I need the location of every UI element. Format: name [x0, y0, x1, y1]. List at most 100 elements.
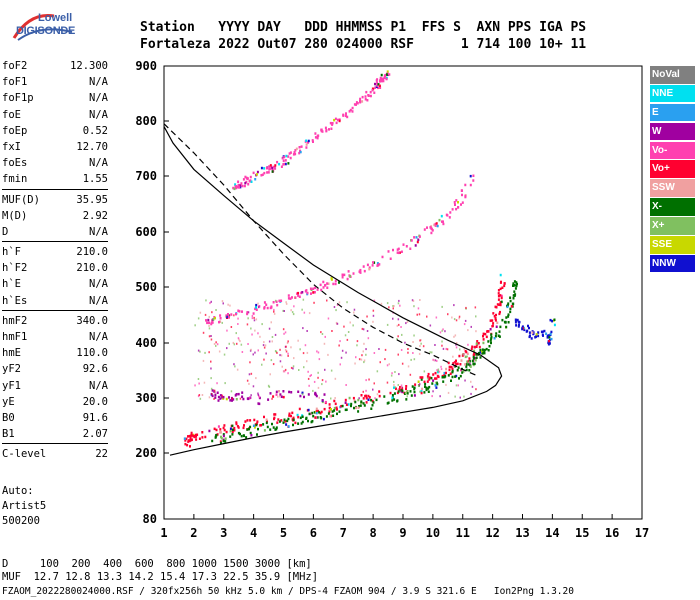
- echo-point: [301, 393, 304, 396]
- echo-point: [321, 130, 324, 133]
- echo-point: [505, 325, 508, 329]
- echo-point: [341, 276, 344, 279]
- echo-point: [530, 337, 533, 340]
- echo-point: [255, 423, 258, 427]
- echo-point: [553, 323, 556, 327]
- echo-point: [284, 159, 287, 162]
- echo-point: [455, 374, 458, 378]
- echo-point: [513, 294, 516, 297]
- echo-point: [414, 383, 417, 386]
- echo-point: [242, 434, 245, 437]
- echo-point: [419, 383, 421, 386]
- echo-point: [263, 415, 265, 419]
- echo-point: [211, 394, 214, 398]
- echo-point: [190, 438, 193, 442]
- echo-point: [232, 398, 235, 401]
- echo-point: [219, 320, 222, 323]
- echo-point: [255, 173, 258, 176]
- echo-point: [325, 129, 328, 132]
- legend-entry: NNE: [650, 84, 695, 103]
- echo-point: [238, 186, 241, 189]
- echo-point: [197, 349, 200, 352]
- echo-point: [197, 317, 200, 320]
- param-name: yF1: [2, 379, 21, 392]
- echo-point: [279, 360, 282, 363]
- echo-point: [306, 291, 309, 295]
- x-tick-label: 1: [160, 526, 167, 540]
- echo-point: [290, 309, 292, 312]
- footer-file-info: FZAOM_2022280024000.RSF / 320fx256h 50 k…: [2, 586, 574, 597]
- echo-point: [491, 324, 494, 328]
- echo-point: [235, 421, 238, 424]
- echo-point: [218, 320, 220, 324]
- echo-point: [330, 278, 333, 281]
- echo-point: [236, 368, 239, 371]
- echo-point: [459, 348, 461, 351]
- echo-point: [254, 329, 256, 332]
- echo-point: [190, 431, 193, 435]
- param-value: N/A: [89, 157, 108, 170]
- echo-point: [329, 415, 332, 418]
- echo-point: [297, 422, 300, 425]
- echo-point: [446, 348, 449, 351]
- echo-point: [482, 341, 485, 345]
- echo-point: [317, 409, 320, 413]
- echo-point: [393, 384, 395, 386]
- param-row: hmF1 N/A: [2, 329, 108, 345]
- echo-point: [378, 348, 380, 350]
- echo-point: [547, 341, 550, 345]
- echo-point: [326, 299, 328, 302]
- echo-point: [263, 306, 266, 309]
- x-tick-label: 5: [280, 526, 287, 540]
- param-row: foF1p N/A: [2, 90, 108, 106]
- echo-point: [282, 395, 285, 399]
- y-tick-label: 500: [135, 280, 157, 294]
- echo-point: [243, 424, 245, 427]
- auto-line: 500200: [2, 515, 40, 527]
- echo-point: [383, 75, 386, 78]
- auto-line: Auto:: [2, 485, 34, 497]
- echo-point: [355, 356, 357, 359]
- echo-point: [287, 417, 290, 421]
- echo-point: [472, 174, 475, 177]
- echo-point: [298, 407, 301, 411]
- echo-point: [198, 437, 201, 440]
- echo-point: [546, 336, 549, 339]
- echo-point: [436, 369, 438, 372]
- x-tick-label: 2: [190, 526, 197, 540]
- echo-point: [226, 347, 228, 350]
- echo-point: [210, 387, 213, 390]
- echo-point: [275, 427, 278, 431]
- echo-point: [241, 351, 244, 353]
- echo-point: [222, 397, 225, 400]
- param-value: 210.0: [76, 262, 108, 275]
- echo-point: [465, 306, 467, 309]
- echo-point: [225, 430, 228, 434]
- echo-point: [434, 377, 436, 380]
- echo-point: [387, 250, 390, 253]
- echo-point: [377, 86, 379, 90]
- echo-point: [372, 309, 375, 312]
- echo-point: [290, 346, 292, 349]
- echo-point: [509, 307, 512, 311]
- echo-point: [356, 340, 359, 343]
- echo-point: [234, 183, 237, 186]
- echo-point: [490, 336, 493, 339]
- echo-point: [455, 319, 458, 322]
- echo-point: [207, 318, 210, 322]
- echo-point: [249, 361, 251, 364]
- echo-point: [268, 385, 271, 388]
- echo-point: [445, 371, 447, 375]
- echo-point: [330, 408, 332, 411]
- echo-point: [221, 300, 224, 303]
- echo-point: [417, 238, 420, 241]
- echo-point: [210, 300, 212, 303]
- echo-point: [351, 106, 354, 110]
- echo-point: [374, 397, 376, 400]
- echo-point: [401, 333, 403, 336]
- echo-point: [293, 151, 296, 154]
- x-tick-label: 7: [340, 526, 347, 540]
- echo-point: [324, 283, 327, 287]
- param-value: 22: [95, 448, 108, 461]
- echo-point: [229, 399, 232, 402]
